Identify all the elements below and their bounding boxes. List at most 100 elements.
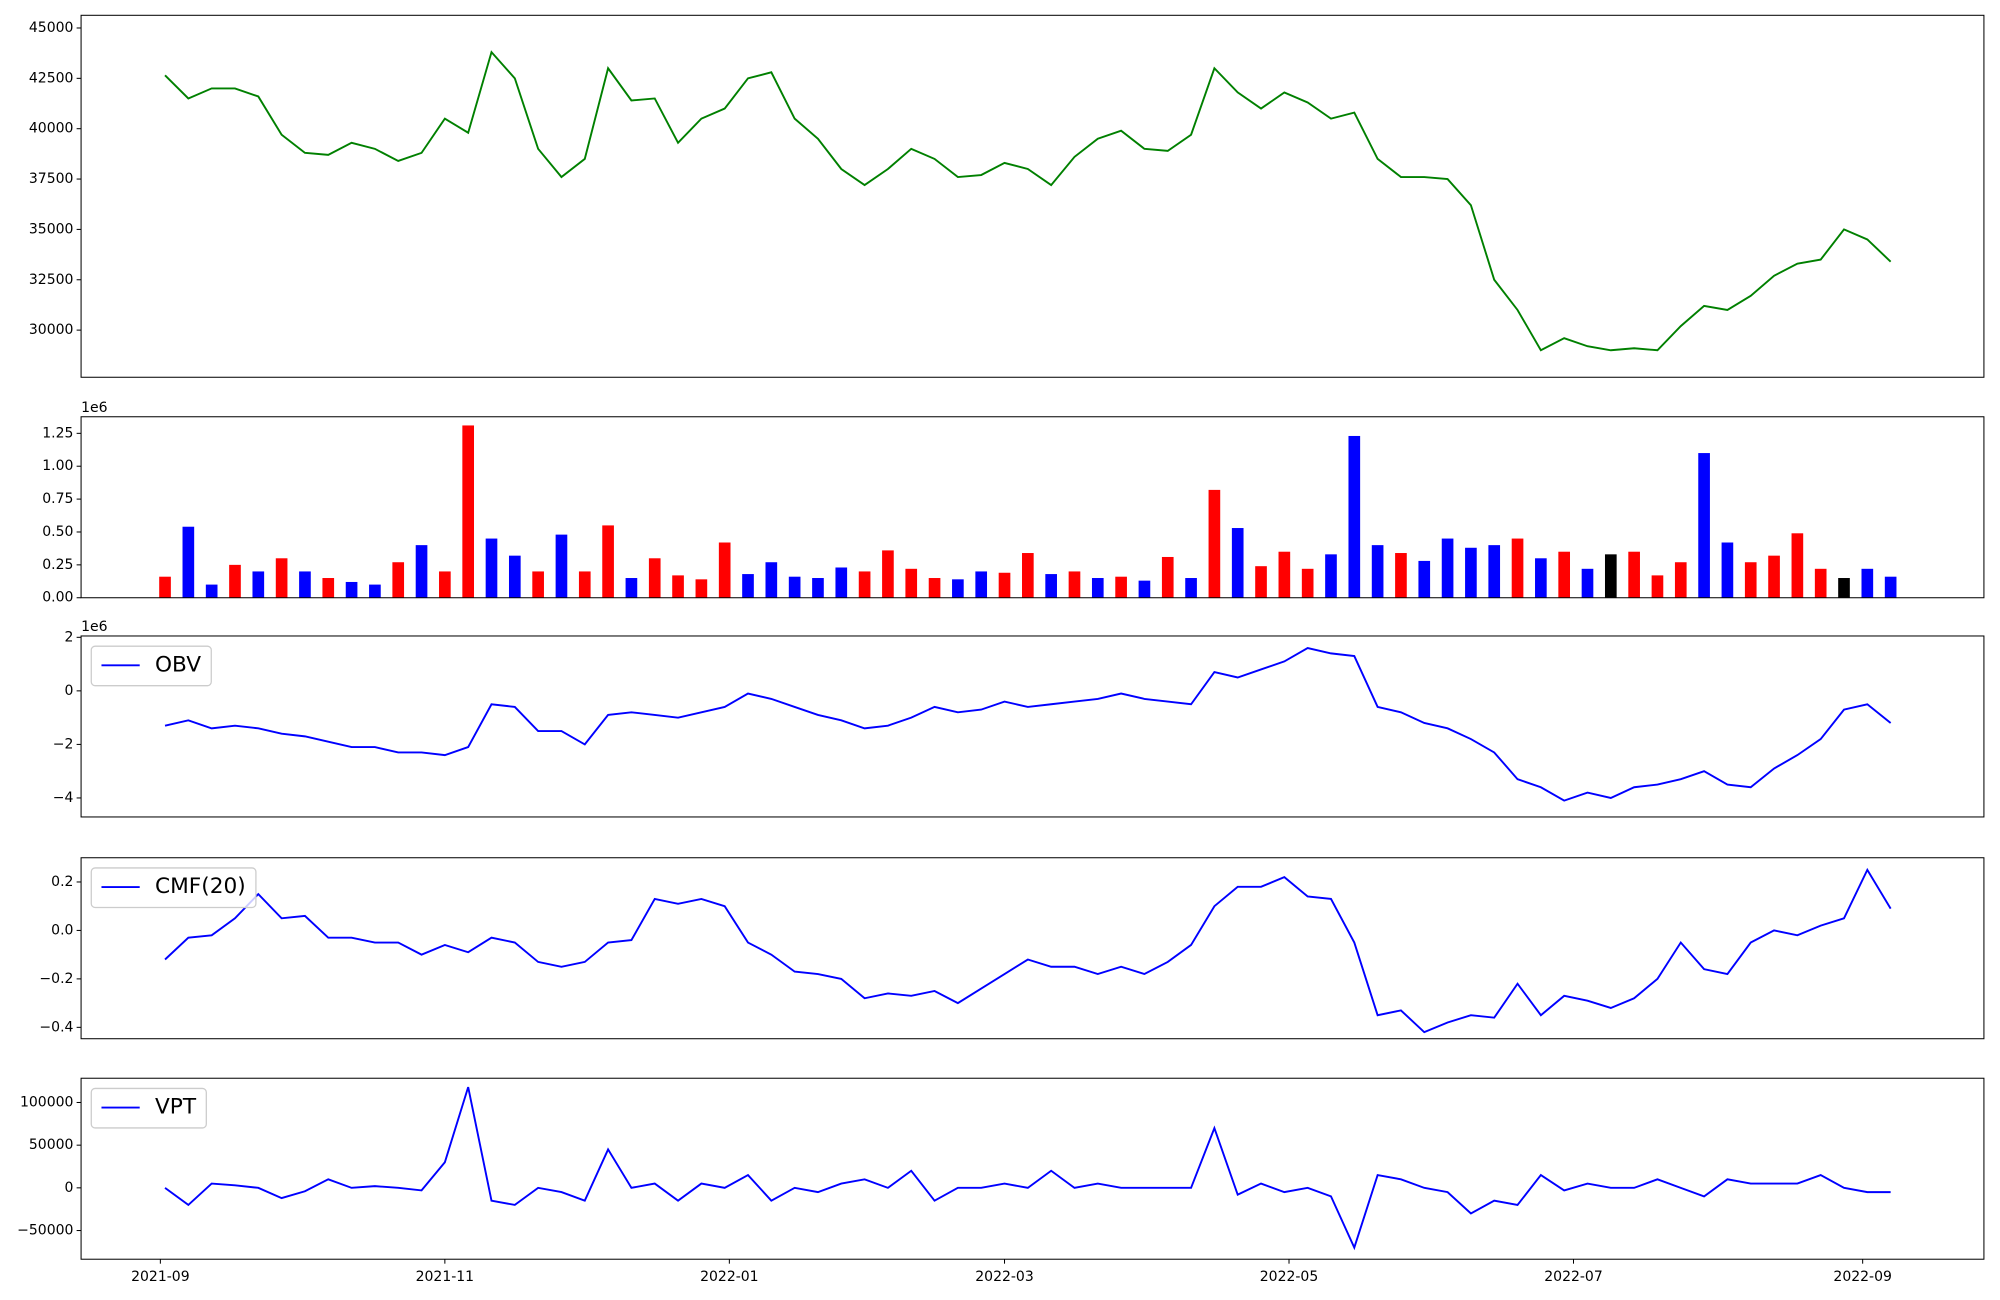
volume-bar <box>205 584 218 598</box>
volume-bar <box>858 571 871 598</box>
volume-bar <box>275 558 288 598</box>
plot-frame <box>80 1077 1985 1260</box>
volume-bar <box>1418 560 1431 598</box>
y-tick-label: 42500 <box>29 70 74 86</box>
volume-bar <box>1441 538 1454 598</box>
y-tick-label: 37500 <box>29 171 74 187</box>
data-line <box>164 1086 1891 1251</box>
data-line <box>164 50 1892 352</box>
volume-bar <box>695 579 708 598</box>
volume-bar <box>1698 453 1710 598</box>
y-tick-label: 100000 <box>20 1094 73 1110</box>
x-tick-label: 2021-11 <box>416 1269 475 1285</box>
volume-bar <box>229 564 241 598</box>
legend-box <box>90 1087 207 1129</box>
y-tick-label: 45000 <box>29 20 74 36</box>
data-line <box>164 647 1892 802</box>
y-tick-label: 0 <box>65 1180 74 1196</box>
volume-bar <box>1068 571 1081 598</box>
legend-box <box>90 645 212 687</box>
volume-bar <box>532 571 544 598</box>
volume-bar <box>1115 576 1127 598</box>
volume-bar <box>998 572 1011 598</box>
volume-bar <box>765 562 778 598</box>
volume-bar <box>928 578 941 598</box>
volume-bar <box>1371 545 1384 598</box>
x-tick-label: 2021-09 <box>131 1269 190 1285</box>
axis-offset-label: 1e6 <box>81 619 108 635</box>
volume-bar <box>882 550 894 598</box>
y-tick-label: 32500 <box>29 272 74 288</box>
volume-bar <box>1161 556 1174 598</box>
y-tick-label: 40000 <box>29 121 74 137</box>
x-tick-label: 2022-01 <box>700 1269 759 1285</box>
volume-bar <box>835 567 848 598</box>
volume-bar <box>812 578 824 598</box>
x-tick-label: 2022-03 <box>975 1269 1034 1285</box>
volume-bar <box>672 575 684 598</box>
volume-bar <box>1208 489 1221 598</box>
volume-bar <box>1255 566 1267 598</box>
volume-bar <box>299 571 311 598</box>
volume-bar <box>1861 568 1874 598</box>
volume-bar <box>1581 568 1594 598</box>
volume-bar <box>1138 580 1151 598</box>
volume-bar <box>1488 545 1501 598</box>
volume-bar <box>1185 578 1197 598</box>
volume-bar <box>485 538 498 598</box>
volume-bar <box>625 578 638 598</box>
volume-bar <box>439 571 451 598</box>
volume-bar <box>1814 568 1827 598</box>
volume-bar <box>322 578 335 598</box>
y-tick-label: −50000 <box>17 1223 73 1239</box>
legend-label: OBV <box>155 652 201 677</box>
y-tick-label: 0.0 <box>51 922 73 938</box>
legend-box <box>90 867 257 909</box>
volume-bar <box>1628 551 1640 598</box>
y-tick-label: 35000 <box>29 221 74 237</box>
volume-bar <box>602 525 614 598</box>
volume-bar <box>718 542 731 598</box>
y-tick-label: −2 <box>53 736 74 752</box>
y-tick-label: 0 <box>65 683 74 699</box>
volume-bar <box>1535 558 1547 598</box>
y-tick-label: −0.2 <box>39 971 73 987</box>
volume-bar <box>975 571 988 598</box>
volume-bar <box>462 425 475 598</box>
y-tick-label: 0.2 <box>51 874 73 890</box>
volume-bar <box>1511 538 1524 598</box>
volume-bar <box>648 558 661 598</box>
x-tick-label: 2022-05 <box>1260 1269 1319 1285</box>
volume-bar <box>392 562 405 598</box>
y-tick-label: 2 <box>65 629 74 645</box>
y-tick-label: −4 <box>53 790 74 806</box>
volume-bar <box>1651 575 1664 598</box>
volume-bar <box>1091 578 1104 598</box>
y-tick-label: 0.50 <box>42 524 73 540</box>
volume-bar <box>1604 554 1617 598</box>
volume-bar <box>1348 435 1361 598</box>
volume-bar <box>1768 555 1780 598</box>
plot-frame <box>80 635 1985 818</box>
plot-frame <box>80 416 1985 599</box>
volume-bar <box>345 581 358 598</box>
x-tick-label: 2022-09 <box>1833 1269 1892 1285</box>
y-tick-label: 0.75 <box>42 491 73 507</box>
volume-bar <box>1465 547 1477 598</box>
volume-bar <box>788 576 801 598</box>
volume-bar <box>159 576 171 598</box>
y-tick-label: 1.00 <box>42 458 73 474</box>
volume-bar <box>1325 554 1337 598</box>
volume-bar <box>508 555 521 598</box>
volume-bar <box>1838 578 1850 598</box>
legend-label: VPT <box>155 1095 197 1120</box>
volume-bar <box>905 568 918 598</box>
volume-bar <box>415 545 428 598</box>
volume-bar <box>1022 553 1034 598</box>
volume-bar <box>1674 562 1687 598</box>
plot-frame <box>80 857 1985 1040</box>
y-tick-label: −0.4 <box>39 1019 73 1035</box>
volume-bar <box>555 534 568 598</box>
volume-bar <box>252 571 265 598</box>
volume-bar <box>1744 562 1757 598</box>
